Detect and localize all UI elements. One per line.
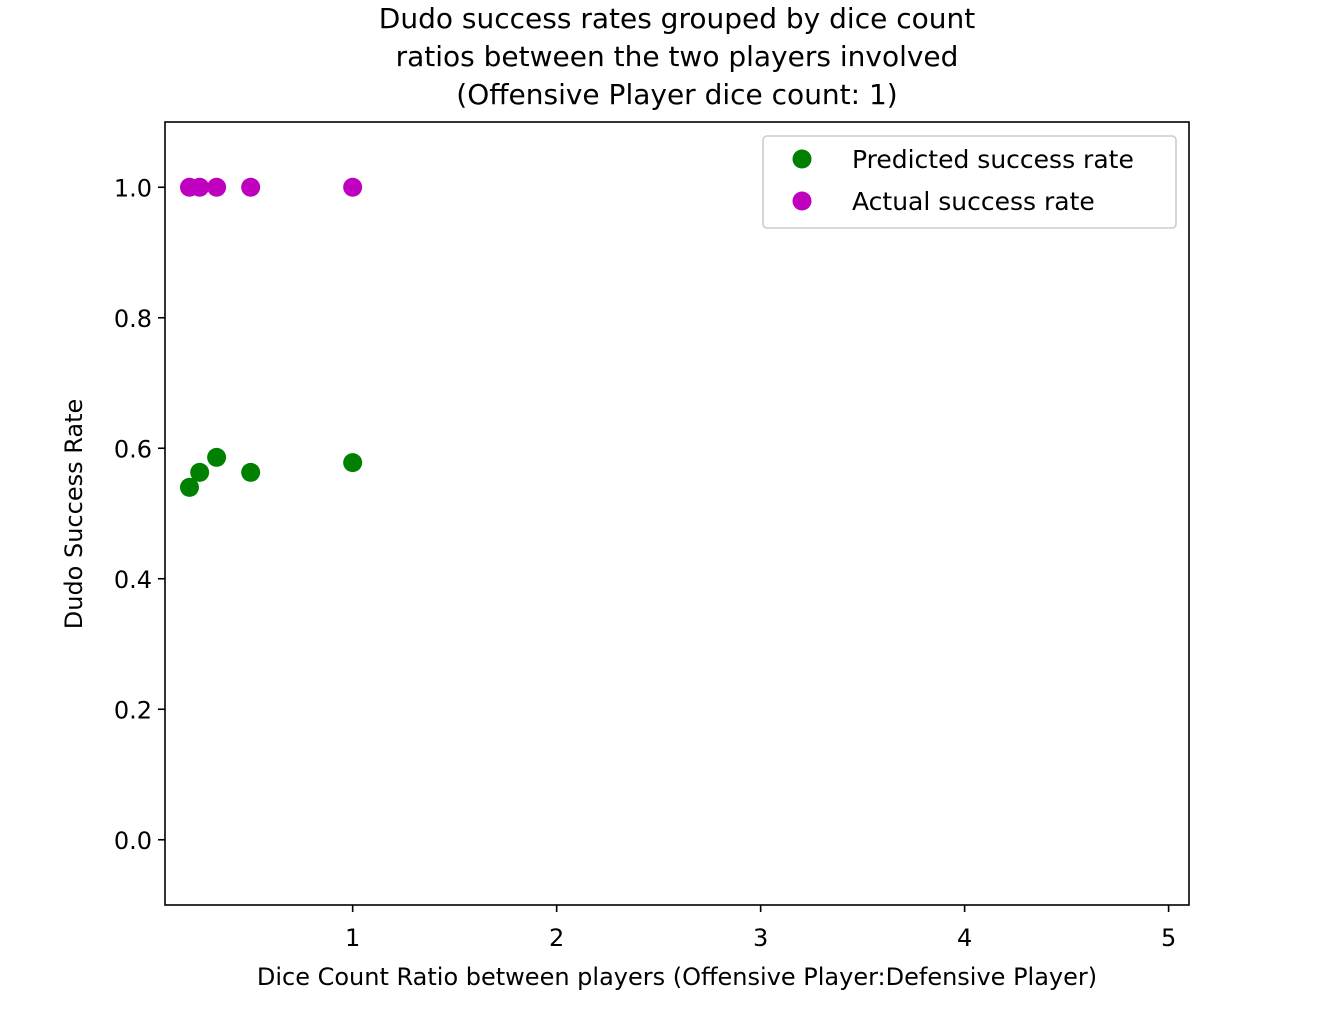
chart-title: Dudo success rates grouped by dice count… <box>379 2 975 111</box>
legend-label-actual: Actual success rate <box>852 187 1095 216</box>
predicted-point <box>190 462 210 482</box>
predicted-point <box>179 477 199 497</box>
title-line-3: (Offensive Player dice count: 1) <box>456 78 897 111</box>
legend-marker-actual <box>792 191 812 211</box>
x-tick-label: 4 <box>957 924 972 952</box>
legend-label-predicted: Predicted success rate <box>852 145 1134 174</box>
y-tick-label: 0.6 <box>114 435 152 463</box>
legend-marker-predicted <box>792 149 812 169</box>
y-tick-label: 0.0 <box>114 827 152 855</box>
x-tick-label: 5 <box>1161 924 1176 952</box>
x-tick-label: 2 <box>549 924 564 952</box>
predicted-point <box>207 447 227 467</box>
y-tick-label: 0.2 <box>114 696 152 724</box>
y-tick-label: 0.4 <box>114 566 152 594</box>
x-tick-label: 3 <box>753 924 768 952</box>
legend-frame <box>762 135 1177 229</box>
title-line-2: ratios between the two players involved <box>396 40 959 73</box>
y-axis: 0.0 0.2 0.4 0.6 0.8 1.0 <box>114 174 165 855</box>
data-points <box>179 177 363 497</box>
actual-point <box>241 177 261 197</box>
predicted-point <box>343 453 363 473</box>
y-axis-label: Dudo Success Rate <box>60 399 88 630</box>
actual-point <box>343 177 363 197</box>
title-line-1: Dudo success rates grouped by dice count <box>379 2 975 35</box>
x-axis-label: Dice Count Ratio between players (Offens… <box>257 963 1097 991</box>
predicted-point <box>241 462 261 482</box>
x-axis: 1 2 3 4 5 <box>345 905 1176 952</box>
actual-point <box>190 177 210 197</box>
y-tick-label: 0.8 <box>114 305 152 333</box>
x-tick-label: 1 <box>345 924 360 952</box>
plot-area: 0.0 0.2 0.4 0.6 0.8 1.0 1 2 3 4 5 <box>114 121 1190 952</box>
plot-frame <box>164 121 1190 906</box>
actual-point <box>207 177 227 197</box>
y-tick-label: 1.0 <box>114 174 152 202</box>
legend: Predicted success rate Actual success ra… <box>762 135 1177 229</box>
